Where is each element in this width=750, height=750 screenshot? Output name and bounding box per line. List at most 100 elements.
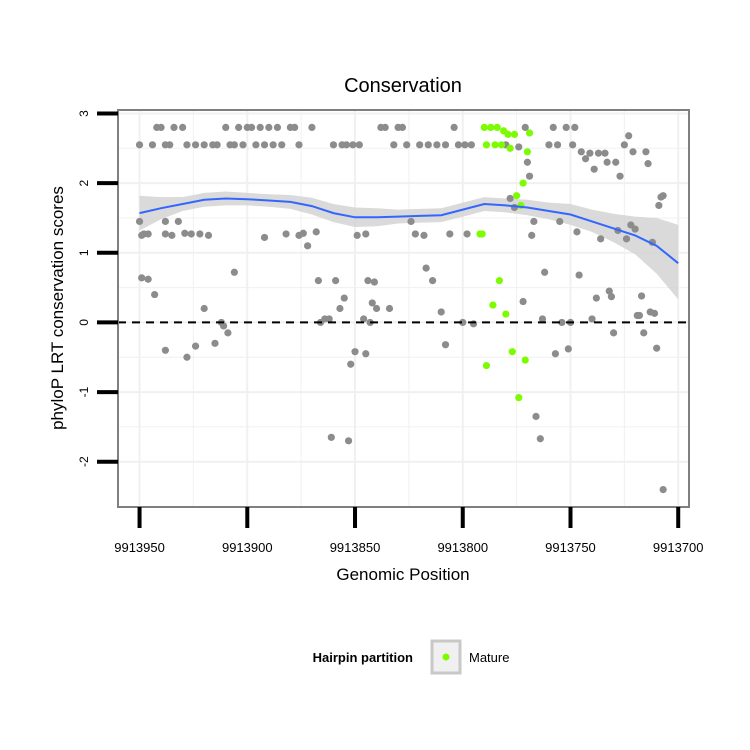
- data-point-other: [273, 123, 282, 132]
- y-tick-label: -2: [77, 456, 91, 467]
- x-axis: 9913950 9913900 9913850 9913800 9913750 99137…: [114, 507, 704, 555]
- y-axis-label: phyloP LRT conservation scores: [48, 186, 67, 430]
- data-point-other: [138, 274, 146, 282]
- x-tick-label: 9913900: [222, 540, 273, 555]
- data-point-other: [179, 123, 187, 132]
- data-point-other: [420, 231, 428, 239]
- data-point-mature: [489, 301, 497, 309]
- data-point-other: [181, 229, 189, 237]
- data-point-other: [204, 231, 213, 239]
- data-point-other: [644, 160, 652, 168]
- data-point-other: [416, 141, 424, 149]
- data-point-other: [295, 141, 303, 149]
- data-point-mature: [493, 123, 501, 132]
- data-point-other: [428, 277, 437, 285]
- data-point-mature: [510, 130, 519, 138]
- data-point-other: [441, 141, 450, 149]
- data-point-other: [239, 141, 247, 149]
- data-point-other: [594, 149, 603, 157]
- data-point-other: [362, 350, 370, 358]
- data-point-other: [308, 123, 316, 132]
- y-axis: -2 -1 0 1 2 3: [77, 110, 118, 467]
- data-point-other: [575, 271, 583, 279]
- data-point-other: [637, 292, 646, 300]
- data-point-mature: [497, 141, 506, 149]
- data-point-other: [312, 228, 320, 236]
- data-point-other: [256, 123, 264, 132]
- data-point-other: [620, 141, 628, 149]
- data-point-other: [200, 141, 208, 149]
- smooth-line-layer: [139, 197, 679, 264]
- data-point-other: [183, 353, 191, 361]
- data-point-other: [269, 141, 277, 149]
- data-point-other: [151, 290, 159, 299]
- data-point-other: [390, 141, 398, 149]
- grid-lines: [118, 110, 689, 507]
- data-point-other: [342, 141, 350, 149]
- x-axis-label: Genomic Position: [336, 565, 469, 584]
- data-point-other: [161, 346, 170, 354]
- data-point-other: [603, 158, 611, 166]
- data-point-other: [191, 141, 200, 149]
- data-point-other: [381, 123, 389, 132]
- y-tick-label: 0: [77, 319, 91, 326]
- data-point-other: [609, 329, 618, 337]
- data-point-other: [510, 203, 519, 212]
- data-point-other: [170, 123, 178, 132]
- x-tick-label: 9913800: [437, 540, 488, 555]
- data-point-other: [183, 141, 191, 149]
- data-point-other: [441, 341, 450, 349]
- data-point-other: [282, 230, 290, 238]
- data-point-other: [590, 165, 598, 173]
- data-point-other: [411, 230, 419, 238]
- data-point-other: [469, 320, 478, 328]
- x-tick-label: 9913700: [653, 540, 704, 555]
- data-point-other: [551, 350, 560, 358]
- data-point-other: [454, 141, 463, 149]
- data-point-mature: [480, 123, 488, 132]
- data-point-other: [642, 148, 650, 156]
- data-point-mature: [519, 179, 527, 187]
- data-point-other: [260, 233, 269, 242]
- data-point-other: [581, 155, 590, 163]
- data-point-other: [612, 158, 620, 166]
- data-point-other: [211, 339, 219, 347]
- data-point-other: [536, 435, 544, 443]
- data-point-other: [607, 293, 616, 301]
- data-point-other: [601, 149, 609, 157]
- data-point-other: [372, 304, 381, 313]
- x-tick-label: 9913950: [114, 540, 165, 555]
- data-point-other: [385, 304, 394, 313]
- data-point-other: [521, 123, 529, 132]
- data-point-mature: [523, 148, 531, 156]
- data-point-other: [571, 123, 579, 132]
- data-point-other: [653, 344, 661, 352]
- data-point-other: [235, 123, 243, 132]
- data-point-other: [467, 141, 475, 149]
- other-points-layer: [135, 123, 667, 494]
- data-point-other: [538, 315, 547, 323]
- data-point-other: [368, 299, 376, 307]
- data-point-other: [252, 141, 260, 149]
- data-point-other: [278, 141, 286, 149]
- data-point-mature: [513, 192, 521, 200]
- data-point-other: [196, 230, 204, 238]
- data-point-mature: [506, 144, 514, 152]
- y-tick-label: 2: [77, 179, 91, 186]
- data-point-other: [332, 277, 340, 285]
- data-point-other: [635, 311, 644, 320]
- data-point-mature: [495, 277, 503, 285]
- data-point-other: [191, 342, 200, 350]
- data-point-other: [659, 485, 667, 494]
- data-point-other: [144, 275, 152, 283]
- data-point-other: [659, 192, 667, 200]
- data-point-other: [230, 268, 238, 276]
- data-point-other: [219, 322, 228, 330]
- plot-panel: [118, 110, 689, 507]
- data-point-other: [166, 141, 174, 149]
- data-point-other: [362, 230, 370, 238]
- data-point-other: [655, 201, 663, 210]
- data-point-other: [148, 141, 157, 149]
- data-point-other: [592, 294, 600, 302]
